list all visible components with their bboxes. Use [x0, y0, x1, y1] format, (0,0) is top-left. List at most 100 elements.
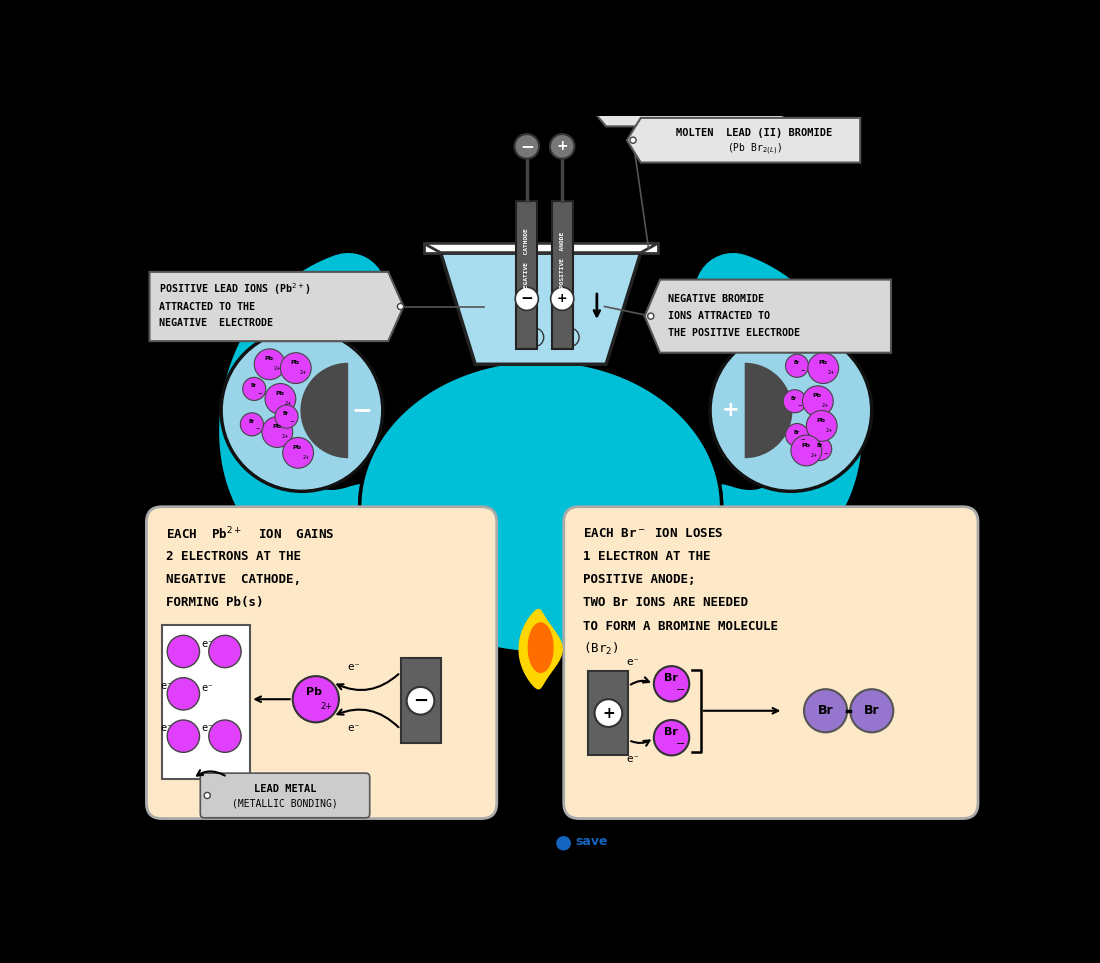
Text: POSITIVE ANODE;: POSITIVE ANODE; — [583, 573, 695, 586]
Circle shape — [283, 437, 313, 468]
Text: 2+: 2+ — [282, 434, 288, 439]
Text: 2+: 2+ — [300, 370, 307, 376]
Polygon shape — [150, 272, 404, 341]
Text: −: − — [676, 739, 685, 749]
Text: −: − — [800, 367, 805, 372]
Text: e⁻: e⁻ — [348, 723, 361, 734]
Text: Br: Br — [816, 443, 823, 449]
Circle shape — [550, 134, 574, 159]
Text: Pb: Pb — [306, 688, 322, 697]
Text: (Br$_2$): (Br$_2$) — [583, 641, 618, 657]
Text: e⁻: e⁻ — [201, 638, 214, 649]
Circle shape — [167, 678, 199, 710]
Polygon shape — [592, 94, 783, 126]
Polygon shape — [441, 252, 641, 364]
Text: +: + — [722, 401, 739, 421]
Text: NEGATIVE  ELECTRODE: NEGATIVE ELECTRODE — [158, 319, 273, 328]
Polygon shape — [645, 279, 891, 352]
Text: ●: ● — [556, 832, 572, 851]
Text: POSITIVE  ANODE: POSITIVE ANODE — [560, 232, 564, 289]
Circle shape — [785, 354, 808, 377]
Text: +: + — [557, 140, 568, 153]
Text: NEGATIVE  CATHODE,: NEGATIVE CATHODE, — [166, 573, 300, 586]
Text: Br: Br — [791, 396, 798, 401]
Circle shape — [595, 699, 623, 727]
Polygon shape — [424, 244, 658, 252]
Text: EACH  Pb$^{2+}$  ION  GAINS: EACH Pb$^{2+}$ ION GAINS — [166, 526, 334, 542]
Text: ATTRACTED TO THE: ATTRACTED TO THE — [158, 301, 255, 311]
Text: TWO Br IONS ARE NEEDED: TWO Br IONS ARE NEEDED — [583, 596, 748, 610]
Text: 2+: 2+ — [826, 428, 833, 433]
Polygon shape — [360, 360, 722, 653]
Text: +: + — [602, 706, 615, 720]
Circle shape — [850, 690, 893, 732]
Text: −: − — [520, 138, 534, 155]
Text: 2+: 2+ — [827, 370, 835, 376]
Text: 2+: 2+ — [811, 453, 817, 457]
Text: 2 ELECTRONS AT THE: 2 ELECTRONS AT THE — [166, 550, 300, 563]
Text: 2+: 2+ — [822, 403, 829, 408]
Circle shape — [785, 424, 808, 447]
Text: POSITIVE LEAD IONS (Pb$^{2+}$): POSITIVE LEAD IONS (Pb$^{2+}$) — [158, 282, 311, 298]
Text: Pb: Pb — [290, 360, 299, 365]
Circle shape — [804, 690, 847, 732]
Circle shape — [526, 328, 543, 347]
Text: −: − — [800, 436, 805, 441]
Text: my exams: my exams — [608, 835, 678, 848]
Circle shape — [630, 137, 636, 143]
Text: +: + — [557, 293, 568, 305]
Circle shape — [653, 666, 690, 701]
Circle shape — [243, 377, 266, 401]
Circle shape — [205, 793, 210, 798]
Text: −: − — [352, 399, 373, 423]
Text: 2+: 2+ — [285, 401, 292, 406]
Text: Pb: Pb — [293, 445, 301, 450]
Text: −: − — [289, 418, 295, 423]
Text: Br: Br — [283, 411, 289, 416]
Text: 2+: 2+ — [320, 702, 332, 712]
Bar — [162, 625, 251, 778]
Text: Br: Br — [663, 727, 678, 738]
Text: Pb: Pb — [801, 443, 810, 448]
Text: e⁻: e⁻ — [626, 754, 640, 765]
Text: e⁻: e⁻ — [161, 681, 173, 691]
Circle shape — [167, 720, 199, 752]
Text: Pb: Pb — [816, 418, 825, 423]
Circle shape — [262, 417, 293, 448]
Text: Br: Br — [793, 360, 800, 365]
Text: 1 ELECTRON AT THE: 1 ELECTRON AT THE — [583, 550, 711, 563]
Circle shape — [209, 720, 241, 752]
Text: NEGATIVE  CATHODE: NEGATIVE CATHODE — [525, 228, 529, 292]
Text: (METALLIC BONDING): (METALLIC BONDING) — [232, 798, 338, 808]
Text: e⁻: e⁻ — [348, 662, 361, 672]
Text: Pb: Pb — [275, 391, 284, 396]
Circle shape — [167, 636, 199, 667]
Text: Pb: Pb — [272, 424, 280, 429]
Text: Pb: Pb — [813, 393, 822, 399]
Wedge shape — [745, 363, 792, 458]
Circle shape — [221, 329, 383, 491]
Text: −: − — [520, 292, 534, 306]
Circle shape — [551, 287, 574, 310]
Text: save: save — [575, 835, 608, 848]
Text: Br: Br — [817, 704, 834, 717]
Text: −: − — [798, 403, 803, 407]
Polygon shape — [424, 244, 658, 252]
Circle shape — [240, 413, 264, 436]
Text: 2+: 2+ — [302, 455, 309, 460]
Polygon shape — [627, 117, 860, 163]
Circle shape — [280, 352, 311, 383]
Text: Pb: Pb — [264, 356, 273, 361]
Polygon shape — [360, 360, 722, 653]
Polygon shape — [379, 379, 703, 634]
Circle shape — [711, 329, 872, 491]
Text: Br: Br — [249, 419, 254, 424]
Bar — [516, 201, 537, 349]
Text: LEAD METAL: LEAD METAL — [254, 784, 317, 794]
Circle shape — [783, 390, 806, 413]
Text: Br: Br — [251, 383, 256, 388]
Circle shape — [265, 383, 296, 414]
Text: Pb: Pb — [818, 360, 827, 365]
Text: POWER  SUPPLY: POWER SUPPLY — [645, 104, 748, 117]
Text: MOLTEN  LEAD (II) BROMIDE: MOLTEN LEAD (II) BROMIDE — [676, 127, 833, 138]
